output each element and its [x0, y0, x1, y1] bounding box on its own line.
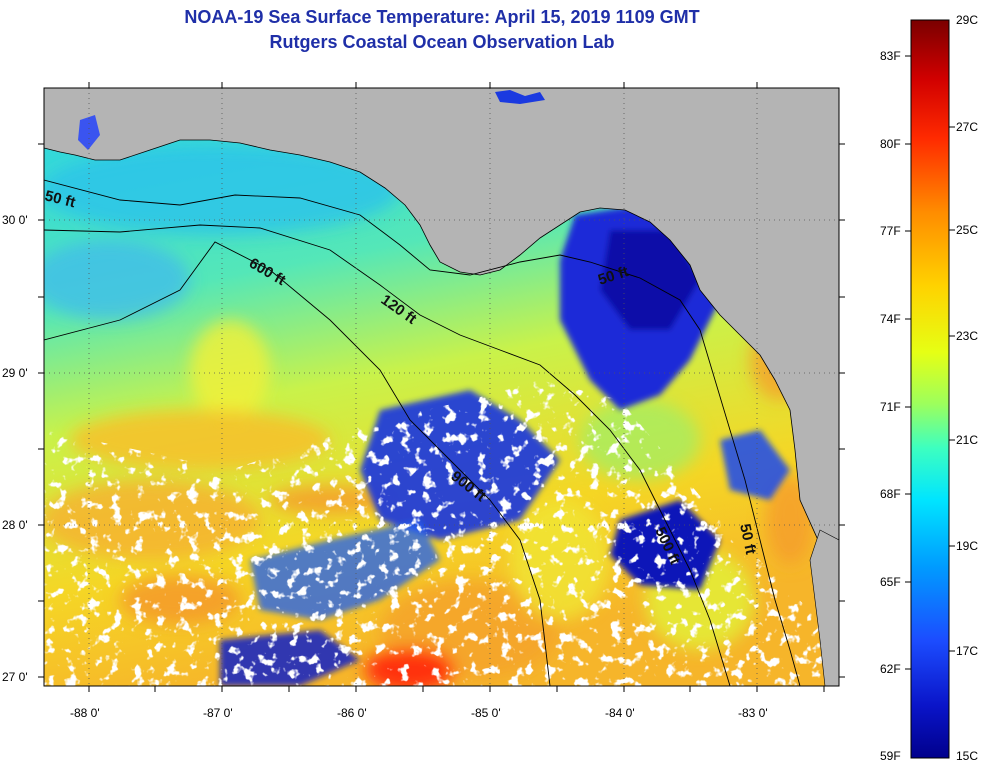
lon-label-84: -84 0'	[605, 706, 635, 720]
land-florida-panhandle	[44, 88, 839, 561]
map-title: NOAA-19 Sea Surface Temperature: April 1…	[184, 7, 700, 27]
cb-c-label-27: 27C	[956, 120, 978, 134]
cb-c-label-29: 29C	[956, 13, 978, 27]
cb-f-label-62: 62F	[880, 662, 901, 676]
cb-c-label-25: 25C	[956, 223, 978, 237]
map-frame	[43, 87, 840, 687]
cb-f-label-74: 74F	[880, 312, 901, 326]
depth-contours	[44, 179, 801, 686]
lat-label-27: 27 0'	[2, 670, 28, 684]
cb-c-label-21: 21C	[956, 433, 978, 447]
cb-c-label-23: 23C	[956, 329, 978, 343]
lat-label-29: 29 0'	[2, 366, 28, 380]
cb-f-label-68: 68F	[880, 487, 901, 501]
colorbar	[910, 19, 950, 759]
colorbar-ticks	[905, 55, 955, 670]
lon-label-87: -87 0'	[203, 706, 233, 720]
lon-label-85: -85 0'	[471, 706, 501, 720]
lon-label-88: -88 0'	[70, 706, 100, 720]
lat-ticks	[38, 143, 845, 678]
cb-f-label-80: 80F	[880, 137, 901, 151]
lat-label-30: 30 0'	[2, 213, 28, 227]
cb-f-label-77: 77F	[880, 224, 901, 238]
lat-label-28: 28 0'	[2, 518, 28, 532]
cb-f-label-83: 83F	[880, 49, 901, 63]
land-south-florida	[809, 529, 839, 686]
lon-ticks	[88, 82, 825, 692]
cb-f-label-71: 71F	[880, 400, 901, 414]
lon-label-86: -86 0'	[337, 706, 367, 720]
cb-f-label-65: 65F	[880, 575, 901, 589]
cb-c-label-15: 15C	[956, 749, 978, 763]
contour-label-50ft-west: 50 ft	[43, 187, 77, 211]
cb-c-label-19: 19C	[956, 539, 978, 553]
cb-c-label-17: 17C	[956, 644, 978, 658]
coast-speckle	[78, 115, 100, 150]
inland-water	[495, 90, 545, 104]
cb-f-label-59: 59F	[880, 749, 901, 763]
map-subtitle: Rutgers Coastal Ocean Observation Lab	[269, 32, 615, 52]
contour-label-50ft-east: 50 ft	[736, 522, 759, 556]
lon-label-83: -83 0'	[738, 706, 768, 720]
